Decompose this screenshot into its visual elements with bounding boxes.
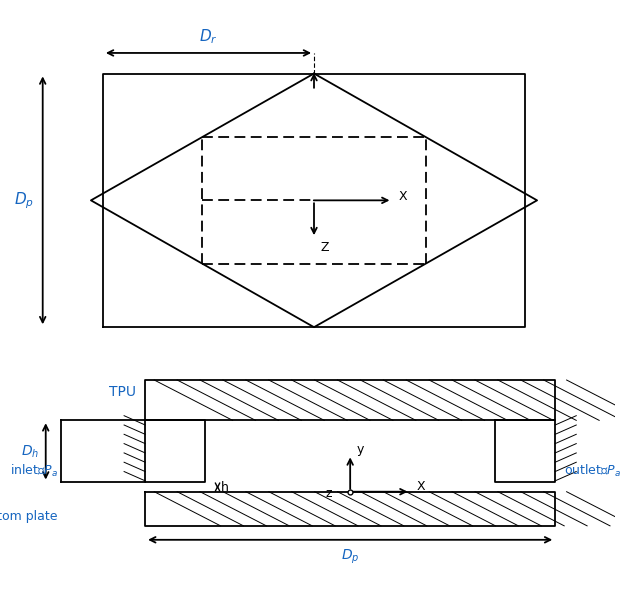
Text: Z: Z bbox=[320, 242, 328, 255]
Text: h: h bbox=[220, 480, 229, 493]
Text: $D_r$: $D_r$ bbox=[199, 27, 218, 46]
Text: $D_h$: $D_h$ bbox=[21, 443, 40, 460]
Text: $D_p$: $D_p$ bbox=[14, 190, 34, 210]
Text: X: X bbox=[398, 190, 407, 203]
Text: z: z bbox=[326, 488, 332, 501]
Text: outlet：$P_a$: outlet：$P_a$ bbox=[564, 463, 621, 479]
Text: TPU: TPU bbox=[109, 385, 136, 400]
Text: Bottom plate: Bottom plate bbox=[0, 510, 58, 523]
Text: y: y bbox=[356, 443, 364, 456]
Text: inlet：$P_a$: inlet：$P_a$ bbox=[10, 463, 58, 479]
Text: $D_p$: $D_p$ bbox=[341, 547, 359, 566]
Text: X: X bbox=[416, 480, 425, 493]
